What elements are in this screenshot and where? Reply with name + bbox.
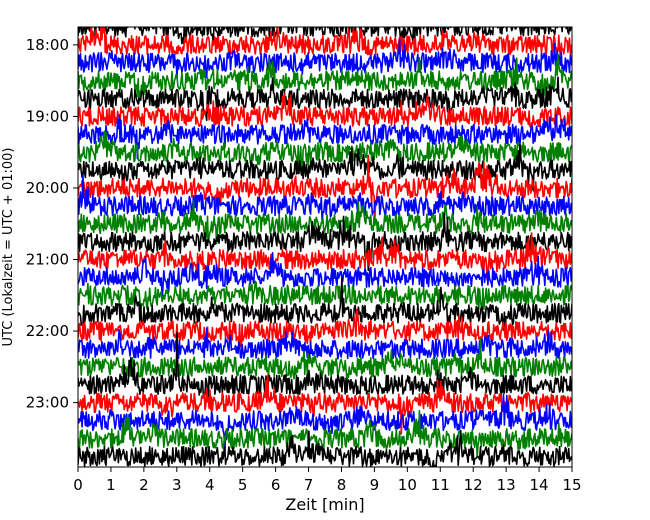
x-tick-label: 7 (304, 476, 314, 494)
x-tick-label: 2 (139, 476, 149, 494)
trace-line (78, 393, 572, 457)
trace-line (78, 38, 572, 80)
x-tick-label: 9 (370, 476, 380, 494)
trace-line (78, 409, 572, 458)
x-axis: 0 1 2 3 4 5 6 7 8 9 10 11 12 13 14 15 (73, 467, 582, 494)
x-tick-label: 0 (73, 476, 83, 494)
trace-line (78, 130, 572, 177)
y-tick-label: 18:00 (26, 36, 69, 54)
x-tick-label: 11 (431, 476, 450, 494)
y-axis: 18:00 19:00 20:00 21:00 22:00 23:00 (26, 36, 78, 412)
trace-line (78, 374, 572, 435)
trace-line (78, 331, 572, 401)
x-tick-label: 12 (464, 476, 483, 494)
trace-line (78, 199, 572, 245)
x-tick-label: 4 (205, 476, 215, 494)
x-tick-label: 5 (238, 476, 248, 494)
y-tick-label: 21:00 (26, 251, 69, 269)
x-tick-label: 14 (530, 476, 549, 494)
x-tick-label: 1 (106, 476, 116, 494)
x-tick-label: 13 (497, 476, 516, 494)
trace-line (78, 308, 572, 348)
x-tick-label: 3 (172, 476, 182, 494)
y-tick-label: 20:00 (26, 179, 69, 197)
trace-group (78, 27, 572, 467)
y-tick-label: 22:00 (26, 322, 69, 340)
y-axis-title: UTC (Lokalzeit = UTC + 01:00) (1, 148, 16, 347)
trace-line (78, 252, 572, 299)
trace-line (78, 174, 572, 222)
trace-line (78, 277, 572, 334)
trace-line (78, 155, 572, 219)
y-tick-label: 23:00 (26, 394, 69, 412)
trace-line (78, 429, 572, 467)
x-tick-label: 10 (398, 476, 417, 494)
x-tick-label: 15 (562, 476, 581, 494)
trace-line (78, 27, 572, 56)
x-axis-title: Zeit [min] (285, 495, 364, 514)
trace-line (78, 143, 572, 192)
trace-line (78, 338, 572, 383)
plot-frame (77, 26, 573, 468)
x-tick-label: 8 (337, 476, 347, 494)
trace-line (78, 114, 572, 160)
trace-line (78, 76, 572, 122)
x-tick-label: 6 (271, 476, 281, 494)
trace-line (78, 27, 572, 49)
trace-line (78, 280, 572, 314)
trace-line (78, 53, 572, 104)
trace-line (78, 327, 572, 360)
trace-line (78, 232, 572, 281)
trace-line (78, 93, 572, 129)
y-tick-label: 19:00 (26, 107, 69, 125)
trace-line (78, 212, 572, 272)
